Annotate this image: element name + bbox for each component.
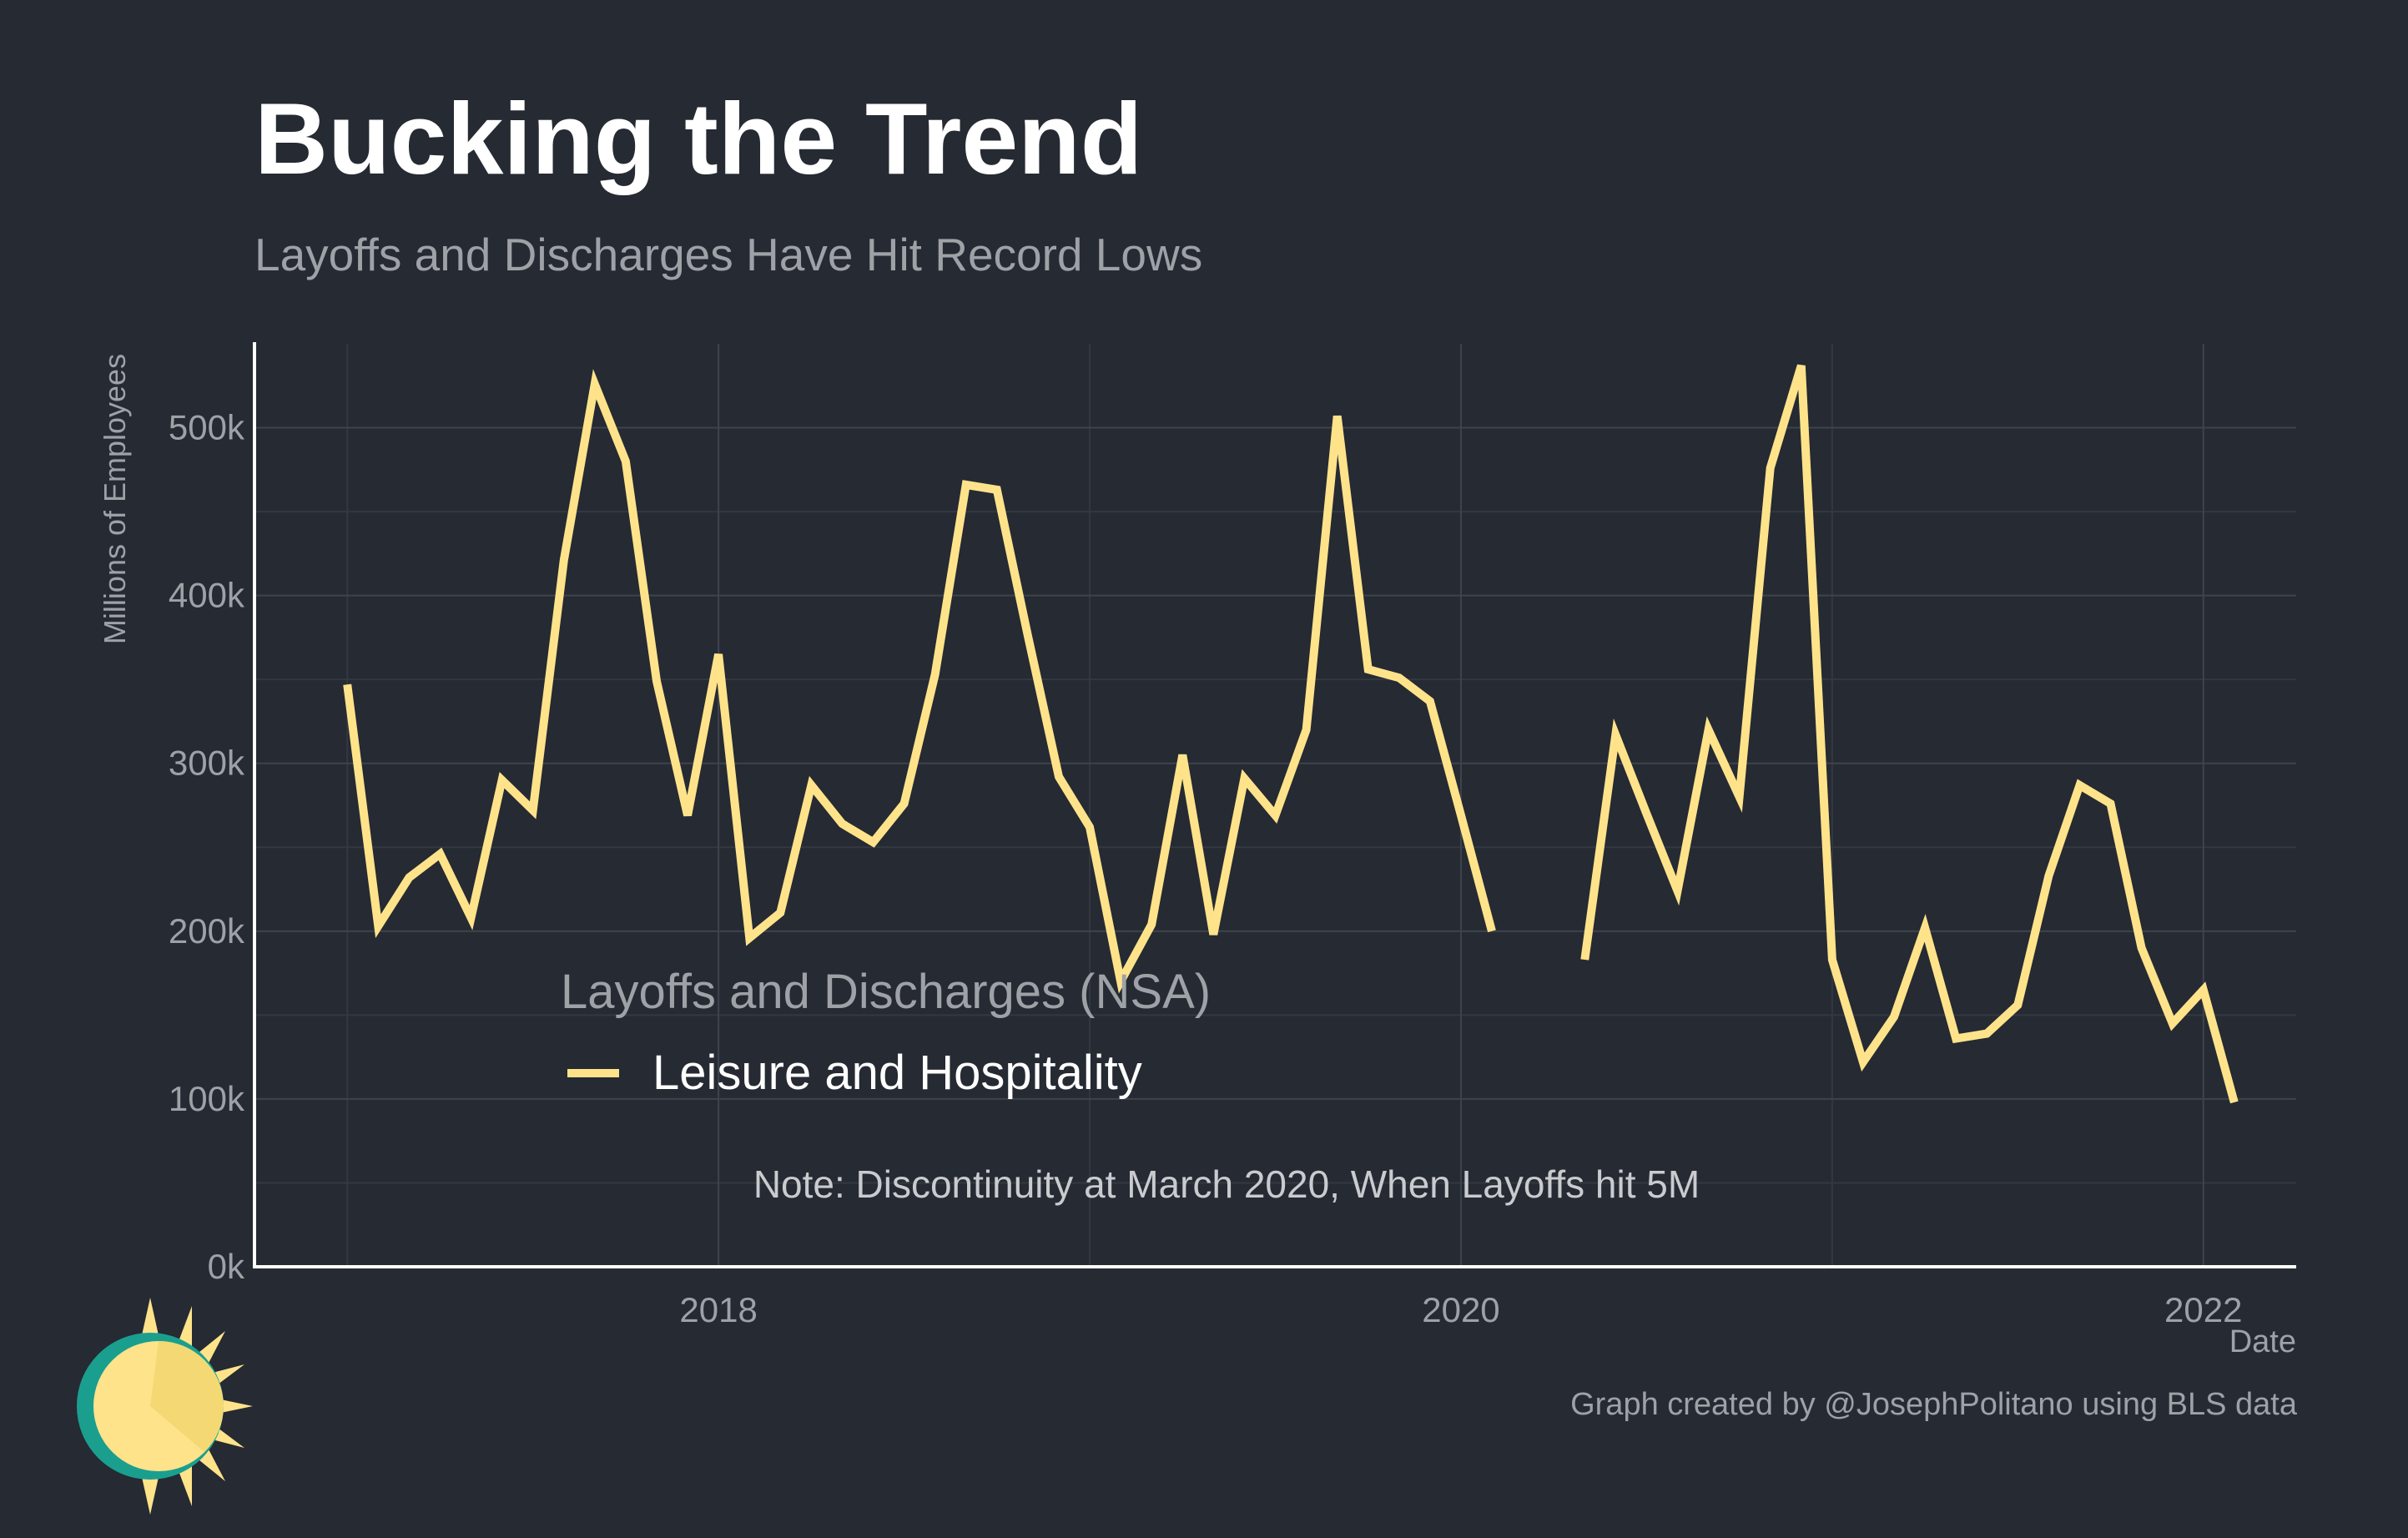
chart-title: Bucking the Trend xyxy=(254,82,1143,195)
x-tick-label: 2022 xyxy=(2164,1290,2242,1329)
series-line-0 xyxy=(343,369,1496,994)
x-tick-label: 2020 xyxy=(1422,1290,1499,1329)
series-layer xyxy=(343,364,2239,1104)
y-tick-label: 500k xyxy=(169,408,245,447)
x-tick-label: 2018 xyxy=(679,1290,757,1329)
sun-logo-icon xyxy=(77,1298,253,1515)
minor-gridlines xyxy=(254,344,2296,1267)
y-tick-labels: 0k 100k 200k 300k 400k 500k xyxy=(169,408,245,1286)
chart-subtitle: Layoffs and Discharges Have Hit Record L… xyxy=(254,229,1203,280)
source-credit: Graph created by @JosephPolitano using B… xyxy=(1570,1387,2297,1422)
series-line-0 xyxy=(1580,364,2239,1104)
chart-annotation: Note: Discontinuity at March 2020, When … xyxy=(753,1162,1700,1206)
y-tick-label: 200k xyxy=(169,911,245,951)
x-axis-label: Date xyxy=(2229,1324,2296,1359)
y-tick-label: 100k xyxy=(169,1079,245,1118)
y-axis-label: Millions of Employees xyxy=(98,354,132,644)
y-tick-label: 400k xyxy=(169,576,245,615)
y-tick-label: 0k xyxy=(208,1247,245,1286)
legend-label-leisure: Leisure and Hospitality xyxy=(652,1046,1142,1100)
y-tick-label: 300k xyxy=(169,744,245,783)
legend-title: Layoffs and Discharges (NSA) xyxy=(561,965,1211,1019)
x-tick-labels: 2018 2020 2022 xyxy=(679,1290,2242,1329)
